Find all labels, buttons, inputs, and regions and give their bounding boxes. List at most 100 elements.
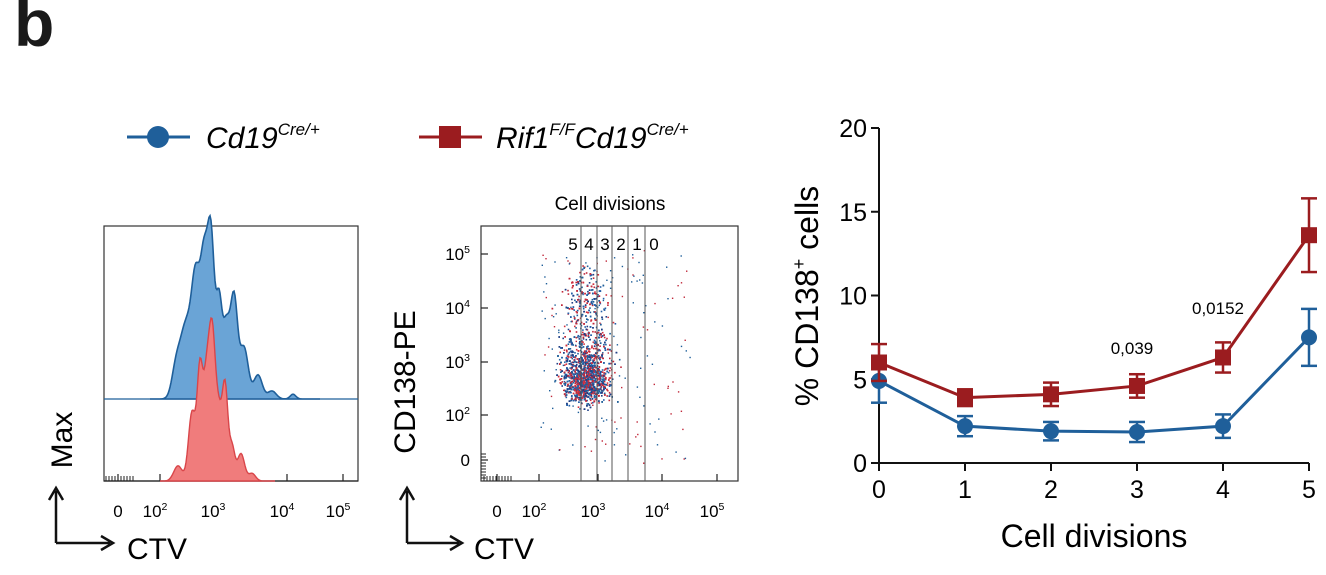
dotplot-y-tick-label-base: 10 bbox=[445, 245, 464, 264]
dotplot-dot bbox=[557, 355, 559, 357]
dotplot-dot bbox=[576, 378, 579, 381]
dotplot-dot bbox=[582, 361, 585, 364]
dotplot-dot bbox=[585, 390, 587, 392]
dotplot-dot bbox=[667, 387, 669, 389]
dotplot-dot bbox=[589, 273, 592, 275]
dotplot-dot bbox=[592, 361, 594, 363]
dotplot-dot bbox=[599, 374, 602, 376]
dotplot-y-tick-label-base: 0 bbox=[461, 451, 470, 470]
dotplot-dot bbox=[682, 428, 684, 431]
dotplot-dot bbox=[637, 433, 639, 436]
dotplot-dot bbox=[591, 356, 594, 358]
dotplot-dot bbox=[575, 310, 578, 313]
dotplot-dot bbox=[575, 348, 578, 351]
dotplot-dot bbox=[594, 378, 597, 380]
dotplot-y-tick-label-sup: 3 bbox=[464, 352, 470, 364]
dotplot-dot bbox=[600, 375, 602, 378]
dotplot-dot bbox=[571, 307, 573, 310]
dotplot-dot bbox=[642, 326, 645, 328]
dotplot-dot bbox=[569, 377, 571, 379]
dotplot-dot bbox=[594, 356, 597, 359]
dotplot-dot bbox=[642, 274, 644, 276]
dotplot-dot bbox=[582, 305, 585, 308]
dotplot-dot bbox=[586, 367, 589, 370]
dotplot-dot bbox=[607, 304, 609, 306]
dotplot-dot bbox=[598, 336, 600, 339]
dotplot-dot bbox=[582, 363, 584, 365]
dotplot-dot bbox=[585, 372, 588, 374]
dotplot-dot bbox=[571, 282, 573, 284]
dotplot-dot bbox=[589, 399, 592, 402]
dotplot-dot bbox=[584, 352, 587, 355]
dotplot-dot bbox=[584, 395, 586, 397]
dotplot-dot bbox=[595, 374, 597, 376]
dotplot-dot bbox=[582, 369, 585, 371]
dotplot-dot bbox=[567, 358, 569, 360]
dotplot-dot bbox=[604, 460, 606, 462]
x-tick-label: 3 bbox=[1130, 476, 1144, 504]
dotplot-dot bbox=[576, 358, 579, 360]
dotplot-dot bbox=[575, 369, 577, 371]
data-point-circle bbox=[1301, 329, 1317, 346]
dotplot-dot bbox=[586, 299, 588, 301]
dotplot-dot bbox=[600, 381, 603, 383]
dotplot-dot bbox=[656, 444, 659, 446]
dotplot-dot bbox=[569, 384, 572, 387]
dotplot-dot bbox=[569, 360, 571, 362]
dotplot-dot bbox=[653, 383, 655, 386]
dotplot-dot bbox=[586, 357, 589, 360]
dotplot-dot bbox=[545, 258, 547, 260]
dotplot-dot bbox=[588, 351, 591, 353]
dotplot-dot bbox=[589, 359, 592, 361]
dotplot-dot bbox=[582, 380, 585, 383]
dotplot-dot bbox=[598, 390, 600, 392]
dotplot-dot bbox=[578, 373, 581, 375]
dotplot-dot bbox=[632, 254, 634, 256]
dotplot-dot bbox=[578, 398, 580, 401]
dotplot-dot bbox=[582, 389, 584, 392]
dotplot-dot bbox=[541, 310, 543, 312]
dotplot-x-tick-label-base: 10 bbox=[581, 502, 600, 521]
dotplot-dot bbox=[576, 311, 578, 314]
dotplot-dot bbox=[588, 404, 591, 406]
dotplot-dot bbox=[589, 374, 592, 377]
dotplot-dot bbox=[577, 377, 579, 379]
dotplot-dot bbox=[595, 395, 598, 398]
dotplot-dot bbox=[583, 267, 585, 269]
dotplot-dot bbox=[585, 315, 587, 317]
dotplot-dot bbox=[608, 377, 611, 379]
dotplot-dot bbox=[602, 382, 604, 384]
dotplot-dot bbox=[595, 352, 597, 354]
dotplot-dot bbox=[579, 362, 582, 365]
legend-ctrl-sup: Cre/+ bbox=[278, 120, 320, 139]
dotplot-dot bbox=[609, 357, 611, 360]
dotplot-dot bbox=[592, 273, 595, 276]
dotplot-dot bbox=[591, 378, 594, 381]
dotplot-dot bbox=[586, 392, 588, 394]
dotplot-dot bbox=[590, 374, 592, 377]
dotplot-gate-label: 5 bbox=[568, 235, 577, 254]
dotplot-dot bbox=[595, 313, 598, 316]
dotplot-dot bbox=[576, 394, 578, 396]
dotplot-dot bbox=[583, 351, 586, 354]
dotplot-dot bbox=[573, 380, 576, 383]
dotplot-dot bbox=[606, 388, 608, 391]
dotplot-dot bbox=[602, 420, 605, 422]
dotplot-dot bbox=[666, 266, 668, 268]
dotplot-dot bbox=[576, 364, 578, 366]
dotplot-dot bbox=[632, 302, 634, 304]
dotplot-dot bbox=[585, 371, 588, 373]
dotplot-dot bbox=[604, 387, 606, 390]
dotplot-dot bbox=[590, 363, 593, 365]
dotplot-dot bbox=[572, 373, 575, 375]
dotplot-dot bbox=[594, 391, 596, 394]
dotplot-dot bbox=[613, 444, 616, 446]
dotplot-dot bbox=[593, 396, 596, 399]
dotplot-dot bbox=[572, 392, 575, 395]
dotplot-dot bbox=[564, 390, 567, 392]
dotplot-dot bbox=[640, 367, 642, 369]
dotplot-dot bbox=[556, 374, 558, 376]
dotplot-dot bbox=[592, 388, 594, 390]
